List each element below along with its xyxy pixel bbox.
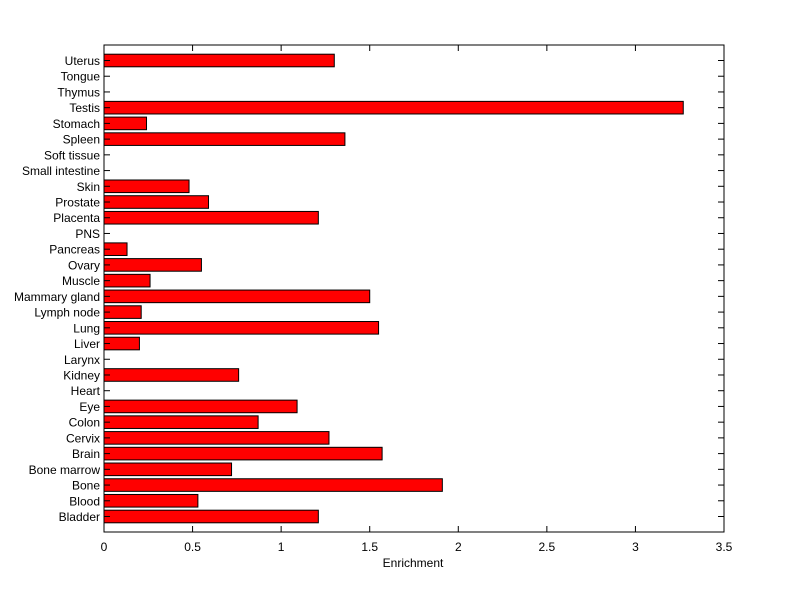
y-tick-label: Thymus (57, 85, 100, 99)
x-tick-label: 3.5 (716, 540, 733, 554)
bar-spleen (103, 132, 346, 146)
bar-bladder (103, 509, 319, 524)
x-tick-label: 2 (455, 540, 462, 554)
bar-brain (103, 446, 383, 461)
bar-skin (103, 179, 190, 194)
y-tick-label: Bone marrow (29, 463, 101, 477)
bar-testis (103, 100, 684, 115)
bar-ovary (103, 258, 202, 272)
y-tick-label: Skin (77, 180, 100, 194)
bar-uterus (103, 53, 335, 68)
y-tick-label: Bone (72, 479, 100, 493)
y-tick-label: Ovary (68, 258, 100, 272)
y-tick-label: Colon (69, 416, 100, 430)
bar-blood (103, 493, 199, 508)
x-tick-label: 3 (632, 540, 639, 554)
y-tick-label: Lung (73, 321, 100, 335)
y-tick-label: Larynx (64, 353, 100, 367)
x-axis-title: Enrichment (383, 556, 444, 570)
bar-bone-marrow (103, 462, 233, 477)
bar-colon (103, 415, 259, 429)
y-tick-label: Liver (74, 337, 100, 351)
y-tick-label: Placenta (53, 211, 100, 225)
bar-prostate (103, 195, 210, 209)
y-tick-label: Prostate (55, 196, 100, 210)
ticks-group (103, 45, 725, 532)
bar-stomach (103, 116, 148, 131)
y-tick-label: Soft tissue (44, 148, 100, 162)
bar-lung (103, 321, 380, 335)
y-tick-label: Small intestine (22, 164, 100, 178)
y-tick-label: Lymph node (34, 306, 100, 320)
y-tick-label: Eye (79, 400, 100, 414)
bar-kidney (103, 368, 240, 382)
y-tick-label: Spleen (63, 133, 100, 147)
y-tick-label: Kidney (63, 368, 100, 382)
y-tick-label: Tongue (61, 70, 101, 84)
x-tick-label: 1 (278, 540, 285, 554)
y-tick-label: Muscle (62, 274, 100, 288)
bar-muscle (103, 273, 151, 288)
x-tick-labels: 0 0.5 1 1.5 2 2.5 3 3.5 (101, 540, 733, 554)
y-tick-label: Heart (71, 384, 101, 398)
bar-eye (103, 399, 298, 414)
y-tick-label: Mammary gland (14, 290, 100, 304)
bar-mammary-gland (103, 289, 371, 304)
bar-bone (103, 478, 443, 492)
plot-frame (103, 44, 725, 533)
x-tick-label: 1.5 (361, 540, 378, 554)
y-tick-label: Stomach (53, 117, 100, 131)
x-tick-label: 2.5 (539, 540, 556, 554)
x-tick-label: 0.5 (184, 540, 201, 554)
y-tick-label: PNS (75, 227, 100, 241)
y-tick-label: Uterus (65, 54, 100, 68)
y-tick-label: Testis (69, 101, 100, 115)
bar-placenta (103, 210, 319, 225)
y-tick-label: Bladder (59, 510, 100, 524)
y-tick-label: Brain (72, 447, 100, 461)
y-tick-label: Blood (69, 494, 100, 508)
y-tick-label: Pancreas (49, 243, 100, 257)
x-tick-label: 0 (101, 540, 108, 554)
bar-cervix (103, 431, 330, 445)
y-tick-label: Cervix (66, 431, 100, 445)
